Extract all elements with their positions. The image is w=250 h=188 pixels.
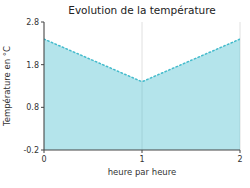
y-tick-label: -0.2 [23, 146, 39, 155]
title: Evolution de la température [68, 4, 215, 16]
plot-area [44, 39, 240, 150]
y-tick [41, 107, 44, 108]
x-axis-label: heure par heure [108, 167, 177, 177]
x-tick [240, 150, 241, 153]
grid [44, 22, 240, 150]
x-tick [44, 150, 45, 153]
y-tick [41, 64, 44, 65]
area [44, 39, 240, 150]
grid-line [44, 22, 45, 150]
y-axis-label: Température en °C [2, 46, 12, 127]
chart-container: -0.2 0.8 1.8 2.8 0 1 2 Evolution de la températ… [0, 0, 250, 188]
x-tick [142, 150, 143, 153]
axes: -0.2 0.8 1.8 2.8 0 1 2 [23, 18, 242, 164]
x-tick-label: 0 [41, 155, 46, 164]
line [44, 39, 240, 82]
x-tick-label: 2 [237, 155, 242, 164]
x-tick-label: 1 [139, 155, 144, 164]
chart: -0.2 0.8 1.8 2.8 0 1 2 Evolution de la températ… [0, 0, 250, 188]
y-tick-label: 0.8 [26, 103, 39, 112]
y-tick-label: 1.8 [26, 61, 39, 70]
y-tick [41, 22, 44, 23]
y-axis-line [44, 22, 45, 150]
y-tick-label: 2.8 [26, 18, 39, 27]
